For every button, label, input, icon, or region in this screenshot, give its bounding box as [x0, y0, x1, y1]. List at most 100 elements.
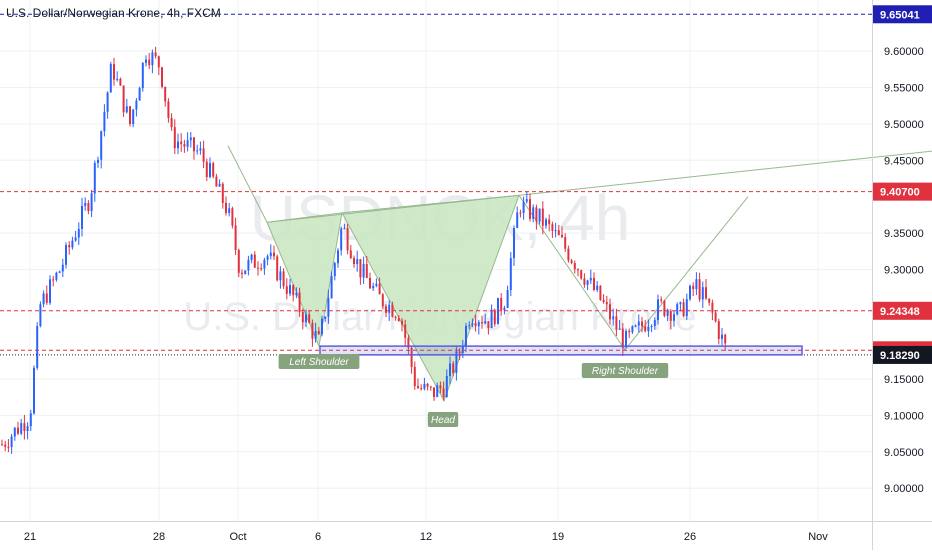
candle-body	[186, 140, 189, 147]
candle-body	[298, 292, 301, 312]
level-price-label: 9.24348	[880, 306, 920, 318]
price-tick-label: 9.30000	[884, 265, 924, 277]
time-tick-label: Oct	[229, 531, 246, 543]
candle-body	[634, 325, 637, 327]
candle-body	[551, 224, 554, 231]
candle-body	[7, 446, 10, 448]
candle-body	[263, 259, 266, 269]
candle-body	[503, 307, 506, 311]
candle-body	[45, 293, 48, 303]
level-price-label: 9.65041	[880, 9, 920, 21]
candle-body	[285, 286, 288, 294]
candle-body	[666, 311, 669, 316]
candle-body	[385, 306, 387, 313]
candle-body	[410, 347, 413, 367]
candle-body	[381, 294, 384, 307]
candle-body	[221, 183, 224, 203]
candle-body	[260, 268, 263, 270]
candle-body	[538, 208, 541, 222]
annotation-label: Right Shoulder	[592, 366, 659, 377]
price-axis: 9.60000 9.55000 9.50000 9.45000 9.35000 9.300…	[872, 0, 924, 550]
candle-body	[468, 325, 471, 327]
time-tick-label: 21	[24, 531, 36, 543]
candle-body	[343, 228, 346, 230]
candle-body	[701, 287, 704, 300]
candle-body	[660, 299, 663, 301]
candle-body	[20, 423, 23, 434]
candle-body	[292, 285, 295, 296]
candle-body	[289, 285, 291, 294]
candle-body	[487, 321, 490, 329]
candle-body	[615, 316, 618, 330]
candle-body	[621, 328, 624, 348]
candle-body	[372, 285, 375, 289]
candle-body	[333, 263, 336, 277]
candle-body	[148, 59, 151, 66]
candle-body	[337, 250, 339, 264]
candle-body	[679, 302, 682, 305]
candle-body	[308, 314, 311, 323]
candle-body	[676, 304, 679, 315]
candle-body	[573, 262, 576, 270]
candle-body	[413, 366, 416, 387]
candle-body	[458, 351, 461, 354]
support-zone-rect	[319, 345, 803, 356]
candle-body	[580, 270, 583, 279]
candle-body	[493, 310, 496, 325]
candle-body	[625, 330, 627, 348]
candle-body	[295, 292, 298, 296]
candle-body	[404, 324, 407, 338]
candle-body	[378, 283, 381, 295]
candle-body	[653, 320, 656, 327]
candle-body	[109, 64, 112, 93]
candle-body	[663, 300, 666, 316]
candle-body	[177, 141, 179, 149]
candle-body	[273, 252, 275, 257]
candle-body	[311, 322, 314, 339]
candle-body	[365, 264, 368, 278]
candle-body	[84, 202, 87, 206]
candle-body	[484, 321, 487, 324]
time-tick-label: Nov	[808, 531, 828, 543]
candle-body	[359, 259, 362, 278]
candle-body	[17, 427, 19, 434]
drawing-tools: 9.650419.407009.243489.189279.18290Left …	[0, 5, 932, 427]
candle-body	[650, 326, 653, 328]
candle-body	[570, 260, 573, 263]
candle-body	[599, 285, 602, 300]
candle-body	[340, 228, 343, 251]
candle-body	[407, 337, 410, 348]
candle-body	[106, 92, 109, 112]
candle-body	[65, 245, 67, 265]
candle-body	[29, 413, 32, 427]
candle-body	[609, 304, 611, 320]
candle-body	[13, 427, 16, 437]
candle-body	[161, 67, 163, 87]
candle-body	[196, 150, 199, 152]
candle-body	[247, 259, 250, 271]
candle-body	[189, 137, 192, 141]
candle-body	[212, 163, 215, 177]
candle-body	[516, 212, 519, 229]
candle-body	[324, 316, 327, 319]
candle-body	[141, 62, 144, 89]
candle-body	[87, 202, 90, 212]
annotation-label-bg	[278, 354, 360, 369]
candle-body	[154, 52, 157, 57]
candle-body	[605, 302, 608, 305]
candle-body	[449, 363, 451, 376]
candlesticks	[1, 46, 727, 454]
candle-body	[509, 258, 512, 291]
price-tick-label: 9.05000	[884, 447, 924, 459]
candle-body	[269, 252, 272, 257]
candle-body	[321, 318, 323, 335]
candle-body	[641, 321, 643, 327]
candle-body	[705, 287, 707, 299]
candle-body	[721, 334, 723, 339]
candle-body	[244, 270, 247, 274]
candle-body	[39, 304, 42, 327]
candle-body	[1, 444, 3, 446]
candle-body	[167, 101, 170, 118]
